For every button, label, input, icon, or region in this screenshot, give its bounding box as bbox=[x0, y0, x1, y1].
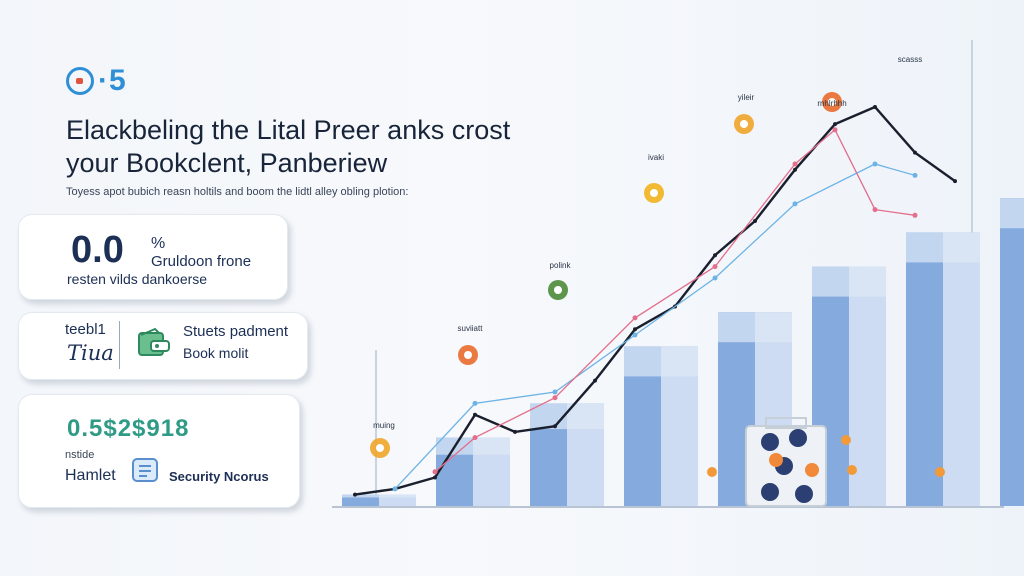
bar-label: muing bbox=[373, 421, 395, 430]
bar-cap bbox=[1000, 198, 1024, 229]
series-point bbox=[632, 332, 638, 338]
series-point bbox=[792, 201, 798, 207]
bar-label: rnhlrhhh bbox=[817, 99, 846, 108]
bar-label: polink bbox=[550, 261, 572, 270]
card-subtitle: Book molit bbox=[183, 345, 249, 361]
headline-line-1: Elackbeling the Lital Preer anks crost bbox=[66, 115, 511, 145]
coin bbox=[761, 483, 779, 501]
series-point bbox=[912, 172, 918, 178]
flower-icon bbox=[707, 467, 717, 477]
subheadline: Toyess apot bubich reasn holtils and boo… bbox=[66, 186, 409, 198]
annotation-icon-core bbox=[650, 189, 658, 197]
coin bbox=[769, 453, 783, 467]
series-point bbox=[552, 395, 558, 401]
bar-highlight bbox=[379, 494, 416, 506]
headline: Elackbeling the Lital Preer anks crost y… bbox=[66, 114, 586, 180]
bar-highlight bbox=[661, 346, 698, 506]
bar-label: suviiatt bbox=[458, 324, 484, 333]
wallet-icon bbox=[138, 327, 170, 356]
flower-icon bbox=[841, 435, 851, 445]
amount-value: 0.5$2$918 bbox=[67, 415, 190, 442]
logo-text: ·5 bbox=[98, 64, 127, 97]
series-point bbox=[433, 475, 437, 480]
series-point bbox=[913, 150, 917, 155]
bar-highlight bbox=[943, 232, 980, 506]
coin bbox=[789, 429, 807, 447]
crate-handle bbox=[765, 417, 807, 429]
document-icon bbox=[132, 458, 158, 482]
logo: ·5 bbox=[66, 64, 127, 98]
bar-label: yileir bbox=[738, 93, 755, 102]
stat-value: 0.0 bbox=[71, 229, 124, 271]
series-point bbox=[912, 212, 918, 218]
series-point bbox=[553, 424, 557, 429]
series-line bbox=[394, 163, 916, 490]
coin bbox=[805, 463, 819, 477]
series-point bbox=[793, 167, 797, 172]
card-small-label: teebl1 bbox=[65, 321, 106, 338]
series-point bbox=[392, 486, 398, 492]
series-point bbox=[872, 207, 878, 213]
series-point bbox=[872, 161, 878, 167]
flower-icon bbox=[847, 465, 857, 475]
series-point bbox=[632, 315, 638, 321]
bar-highlight bbox=[567, 403, 604, 506]
amount-caption: nstide bbox=[65, 449, 95, 461]
stat-card-security: 0.5$2$918 nstide Hamlet Security Ncorus bbox=[18, 394, 300, 508]
series-point bbox=[552, 389, 558, 395]
series-point bbox=[713, 253, 717, 258]
flower-icon bbox=[935, 467, 945, 477]
bar-highlight bbox=[849, 266, 886, 506]
annotation-icon-core bbox=[554, 286, 562, 294]
card-title: Stuets padment bbox=[183, 323, 289, 340]
logo-icon bbox=[66, 67, 94, 95]
series-point bbox=[712, 264, 718, 270]
card-divider bbox=[119, 321, 120, 369]
annotation-icon-core bbox=[740, 120, 748, 128]
series-point bbox=[472, 435, 478, 441]
stat-card-payment: teebl1 Tiua Stuets padment Book molit bbox=[18, 312, 308, 380]
bar-highlight bbox=[473, 437, 510, 506]
series-point bbox=[833, 122, 837, 127]
stat-label: Gruldoon frone bbox=[151, 253, 252, 270]
security-label: Security Ncorus bbox=[169, 469, 269, 484]
series-point bbox=[513, 429, 517, 434]
stat-card-percent: 0.0 % Gruldoon frone resten vilds dankoe… bbox=[18, 214, 288, 300]
bar bbox=[1000, 198, 1024, 506]
series-point bbox=[753, 219, 757, 223]
series-point bbox=[472, 400, 478, 406]
series-point bbox=[953, 179, 957, 184]
coin bbox=[795, 485, 813, 503]
series-point bbox=[832, 127, 838, 133]
series-point bbox=[432, 469, 438, 475]
stat-unit: % bbox=[151, 235, 166, 252]
coin bbox=[761, 433, 779, 451]
series-point bbox=[633, 327, 637, 332]
bar-label: ivaki bbox=[648, 153, 664, 162]
annotation-icon-core bbox=[828, 98, 836, 106]
annotation-icon-core bbox=[376, 444, 384, 452]
card-script-label: Tiua bbox=[67, 341, 114, 365]
series-point bbox=[473, 412, 477, 417]
amount-label: Hamlet bbox=[65, 467, 116, 484]
stat-caption: resten vilds dankoerse bbox=[67, 271, 208, 287]
annotation-icon-core bbox=[464, 351, 472, 359]
series-point bbox=[792, 161, 798, 167]
series-point bbox=[712, 275, 718, 281]
headline-line-2: your Bookclent, Panberiew bbox=[66, 148, 388, 178]
series-point bbox=[593, 378, 597, 383]
series-line bbox=[354, 105, 956, 496]
series-point bbox=[353, 492, 357, 497]
bar-label: scasss bbox=[898, 55, 922, 64]
series-point bbox=[873, 105, 877, 109]
